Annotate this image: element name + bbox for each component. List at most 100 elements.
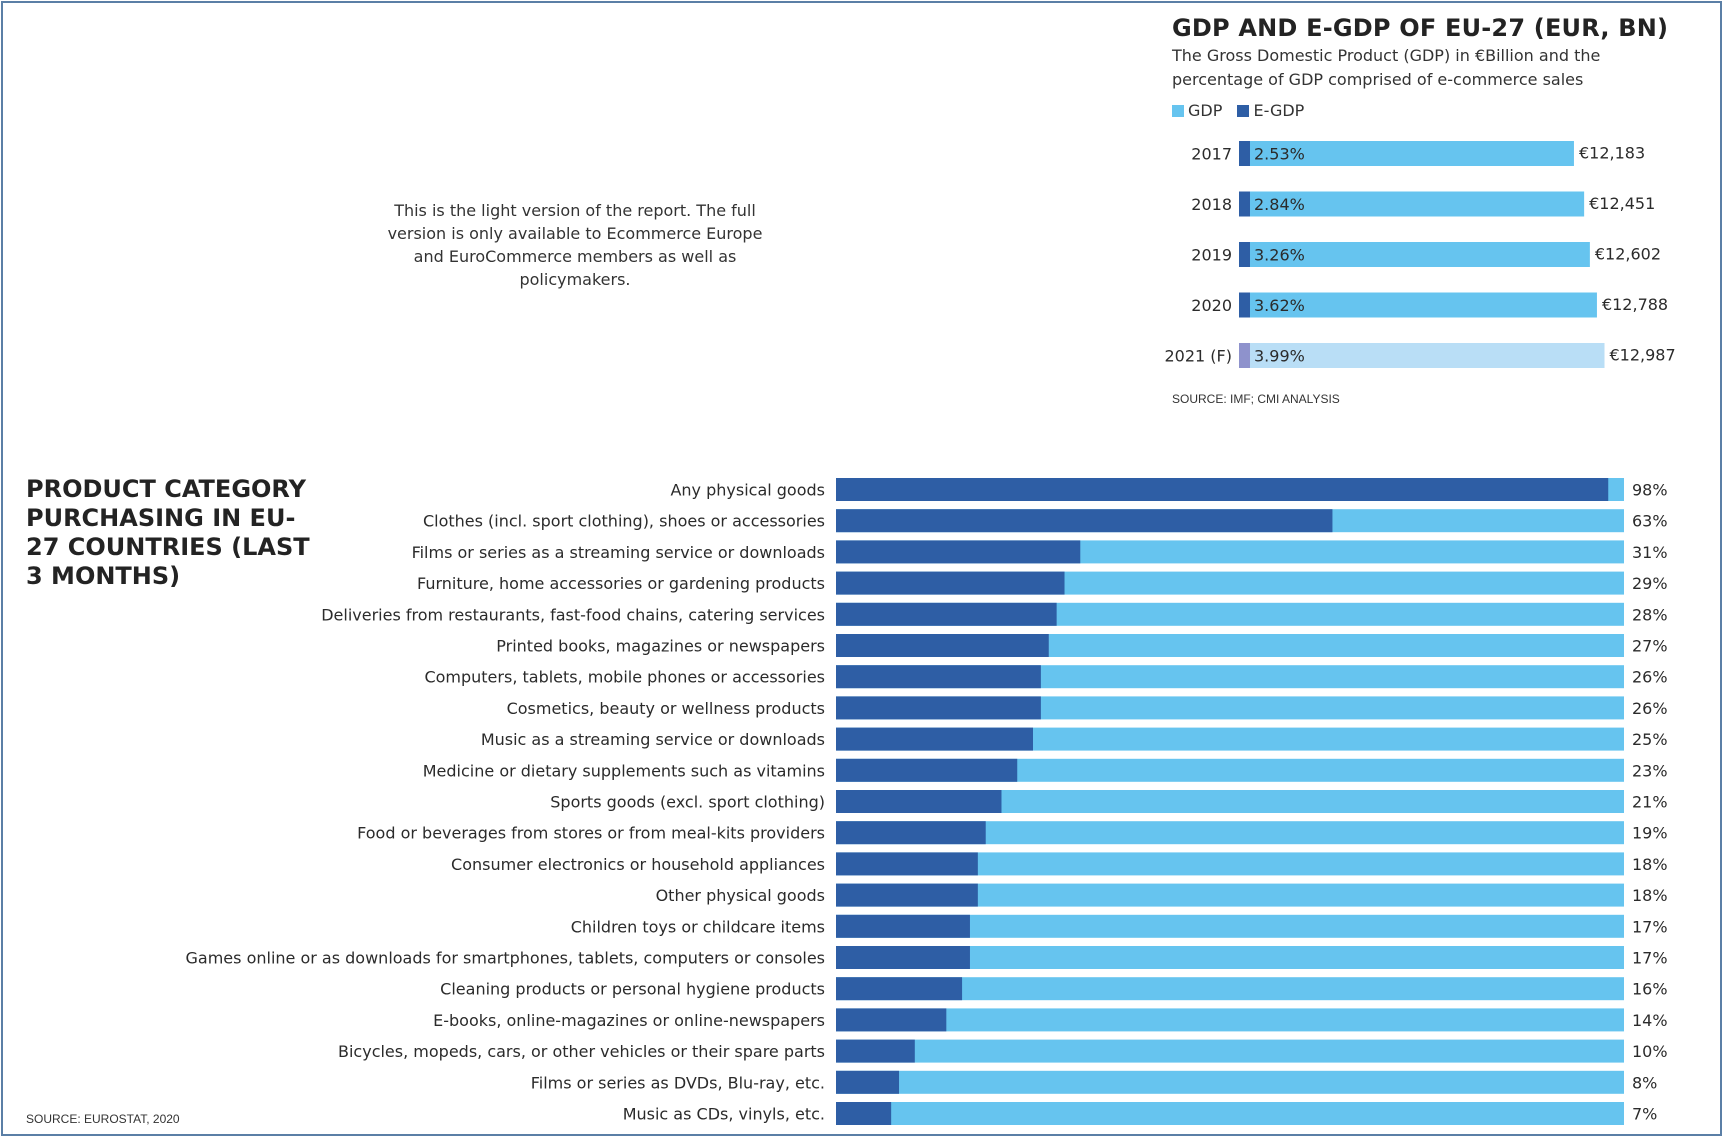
category-bar <box>836 1008 947 1032</box>
gdp-value-label: €12,788 <box>1602 295 1668 314</box>
category-label: E-books, online-magazines or online-news… <box>433 1011 825 1030</box>
category-label: Games online or as downloads for smartph… <box>186 949 825 968</box>
legend-label-egdp: E-GDP <box>1253 101 1305 120</box>
category-bar <box>836 1039 915 1063</box>
category-label: Sports goods (excl. sport clothing) <box>550 793 825 812</box>
category-label: Food or beverages from stores or from me… <box>357 824 825 843</box>
gdp-year-label: 2021 (F) <box>1165 347 1233 366</box>
category-value-label: 27% <box>1632 637 1668 656</box>
gdp-chart-subtitle: The Gross Domestic Product (GDP) in €Bil… <box>1172 46 1601 89</box>
category-bar <box>836 852 978 876</box>
egdp-percent-label: 2.84% <box>1254 195 1305 214</box>
light-version-note: This is the light version of the report.… <box>387 201 763 289</box>
category-bar <box>836 1102 892 1125</box>
category-value-label: 14% <box>1632 1011 1668 1030</box>
category-label: Printed books, magazines or newspapers <box>496 637 825 656</box>
category-label: Consumer electronics or household applia… <box>451 855 825 874</box>
category-bar <box>836 478 1609 501</box>
category-bar-background <box>836 1102 1624 1125</box>
category-label: Furniture, home accessories or gardening… <box>417 574 825 593</box>
category-bar <box>836 540 1081 564</box>
category-bar <box>836 946 970 969</box>
category-label: Films or series as DVDs, Blu-ray, etc. <box>531 1073 825 1092</box>
gdp-value-label: €12,183 <box>1579 144 1645 163</box>
legend-swatch-gdp <box>1172 105 1184 117</box>
category-bar <box>836 727 1033 751</box>
category-bar <box>836 977 963 1001</box>
category-value-label: 17% <box>1632 917 1668 936</box>
category-label: Music as a streaming service or download… <box>481 730 825 749</box>
category-label: Any physical goods <box>670 481 825 500</box>
egdp-bar <box>1239 141 1250 166</box>
legend-item-gdp: GDP <box>1172 101 1222 120</box>
category-value-label: 63% <box>1632 512 1668 531</box>
gdp-source-note: SOURCE: IMF; CMI ANALYSIS <box>1172 392 1340 406</box>
category-value-label: 16% <box>1632 980 1668 999</box>
category-value-label: 7% <box>1632 1105 1657 1124</box>
gdp-bar <box>1239 191 1585 217</box>
category-bar <box>836 758 1018 782</box>
gdp-year-label: 2017 <box>1191 145 1232 164</box>
category-label: Music as CDs, vinyls, etc. <box>623 1105 825 1124</box>
category-bar <box>836 509 1333 533</box>
category-bar <box>836 821 986 845</box>
gdp-bar <box>1239 343 1605 368</box>
gdp-bar <box>1239 292 1597 318</box>
category-bar <box>836 883 978 907</box>
category-bar-background <box>836 758 1624 782</box>
category-bar <box>836 790 1002 813</box>
category-bar <box>836 571 1065 595</box>
gdp-value-label: €12,987 <box>1610 346 1676 365</box>
category-bar-background <box>836 852 1624 876</box>
category-value-label: 23% <box>1632 761 1668 780</box>
category-label: Children toys or childcare items <box>571 917 825 936</box>
category-value-label: 21% <box>1632 793 1668 812</box>
gdp-bar <box>1239 242 1590 267</box>
category-value-label: 26% <box>1632 668 1668 687</box>
egdp-bar <box>1239 242 1250 267</box>
category-value-label: 31% <box>1632 543 1668 562</box>
category-bar-background <box>836 946 1624 969</box>
legend-item-egdp: E-GDP <box>1237 101 1304 120</box>
category-label: Films or series as a streaming service o… <box>412 543 825 562</box>
category-value-label: 29% <box>1632 574 1668 593</box>
category-bar-background <box>836 821 1624 845</box>
category-value-label: 19% <box>1632 824 1668 843</box>
category-label: Other physical goods <box>656 886 825 905</box>
category-bar <box>836 634 1049 657</box>
category-bar-background <box>836 790 1624 813</box>
gdp-value-label: €12,451 <box>1589 194 1655 213</box>
gdp-value-label: €12,602 <box>1595 245 1661 264</box>
category-label: Computers, tablets, mobile phones or acc… <box>424 668 825 687</box>
egdp-bar <box>1239 343 1250 368</box>
egdp-bar <box>1239 292 1250 318</box>
legend-label-gdp: GDP <box>1188 101 1223 120</box>
category-bar-background <box>836 883 1624 907</box>
gdp-chart-title: GDP AND E-GDP OF EU-27 (EUR, BN) <box>1172 14 1669 42</box>
category-source-note: SOURCE: EUROSTAT, 2020 <box>26 1112 180 1126</box>
category-value-label: 28% <box>1632 605 1668 624</box>
category-value-label: 26% <box>1632 699 1668 718</box>
gdp-year-label: 2020 <box>1191 296 1232 315</box>
category-bar-background <box>836 914 1624 938</box>
category-bar <box>836 914 970 938</box>
category-bar-background <box>836 1039 1624 1063</box>
category-label: Bicycles, mopeds, cars, or other vehicle… <box>338 1042 825 1061</box>
egdp-percent-label: 3.26% <box>1254 246 1305 265</box>
category-label: Deliveries from restaurants, fast-food c… <box>321 605 825 624</box>
category-bar-background <box>836 1070 1624 1094</box>
category-bar <box>836 1070 900 1094</box>
gdp-year-label: 2019 <box>1191 246 1232 265</box>
category-value-label: 8% <box>1632 1073 1657 1092</box>
gdp-chart: 2017 2.53% €12,183 2018 2.84% €12,451 2019 3.26… <box>1165 141 1676 368</box>
category-value-label: 10% <box>1632 1042 1668 1061</box>
egdp-percent-label: 3.99% <box>1254 347 1305 366</box>
category-bar <box>836 696 1041 720</box>
category-bar <box>836 602 1057 626</box>
egdp-percent-label: 2.53% <box>1254 145 1305 164</box>
category-label: Medicine or dietary supplements such as … <box>423 761 825 780</box>
legend-swatch-egdp <box>1237 105 1250 117</box>
category-label: Clothes (incl. sport clothing), shoes or… <box>423 512 825 531</box>
